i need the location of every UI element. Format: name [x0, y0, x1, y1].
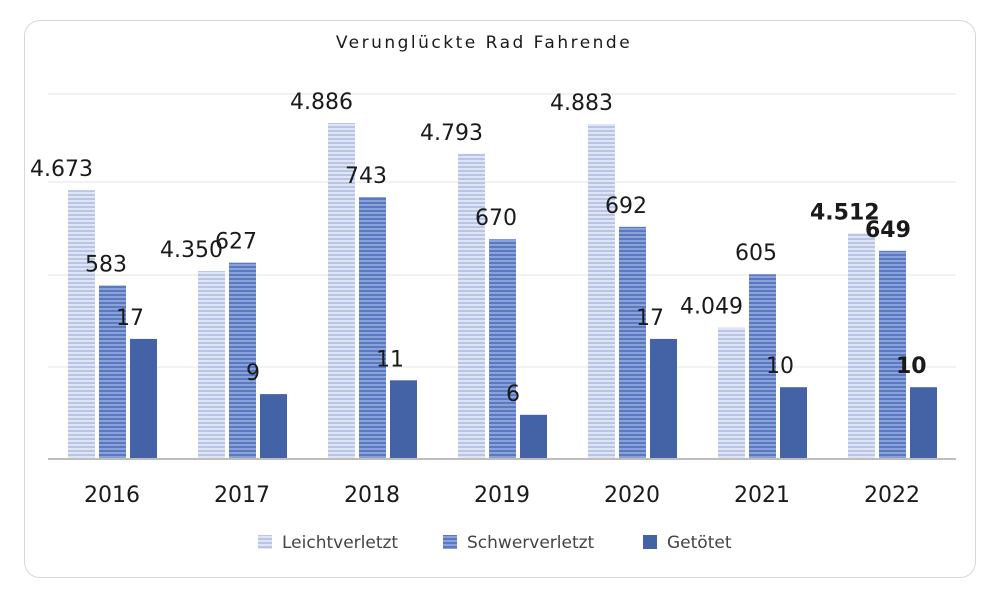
x-tick-2021: 2021	[734, 483, 790, 508]
data-label-schwerverletzt-2018: 743	[345, 164, 387, 189]
bar-leichtverletzt-2016	[68, 190, 95, 459]
bar-getoetet-2016	[130, 338, 157, 459]
x-tick-2016: 2016	[84, 483, 140, 508]
bars	[68, 123, 937, 460]
legend-label-schwerverletzt: Schwerverletzt	[467, 533, 595, 553]
legend-item-leichtverletzt: Leichtverletzt	[258, 533, 398, 553]
bar-schwerverletzt-2021	[749, 274, 776, 459]
legend-item-schwerverletzt: Schwerverletzt	[443, 533, 595, 553]
bar-leichtverletzt-2019	[458, 153, 485, 460]
chart-title: Verunglückte Rad Fahrende	[336, 33, 632, 53]
x-tick-2020: 2020	[604, 483, 660, 508]
legend-item-getoetet: Getötet	[643, 533, 732, 553]
legend-swatch-leichtverletzt	[258, 535, 272, 549]
data-label-getoetet-2017: 9	[246, 361, 260, 386]
bar-getoetet-2022	[910, 387, 937, 459]
legend-swatch-getoetet	[643, 535, 657, 549]
bar-leichtverletzt-2017	[198, 271, 225, 459]
data-label-leichtverletzt-2017: 4.350	[160, 238, 223, 263]
data-label-leichtverletzt-2021: 4.049	[680, 295, 743, 320]
bar-schwerverletzt-2022	[879, 250, 906, 459]
data-label-getoetet-2020: 17	[636, 306, 664, 331]
data-label-leichtverletzt-2016: 4.673	[30, 157, 93, 182]
bar-getoetet-2019	[520, 414, 547, 459]
data-label-leichtverletzt-2020: 4.883	[550, 91, 613, 116]
x-tick-labels: 2016 2017 2018 2019 2020 2021 2022	[84, 483, 920, 508]
bar-leichtverletzt-2022	[848, 233, 875, 459]
x-tick-2022: 2022	[864, 483, 920, 508]
legend-swatch-schwerverletzt	[443, 535, 457, 549]
data-label-getoetet-2016: 17	[116, 306, 144, 331]
x-tick-2019: 2019	[474, 483, 530, 508]
bar-schwerverletzt-2018	[359, 197, 386, 459]
data-label-leichtverletzt-2019: 4.793	[420, 121, 483, 146]
legend-label-getoetet: Getötet	[667, 533, 732, 553]
data-label-leichtverletzt-2022: 4.512	[810, 200, 880, 225]
data-label-schwerverletzt-2019: 670	[475, 206, 517, 231]
data-label-schwerverletzt-2020: 692	[605, 194, 647, 219]
bar-schwerverletzt-2017	[229, 262, 256, 459]
data-label-getoetet-2018: 11	[376, 347, 404, 372]
data-label-getoetet-2022: 10	[896, 354, 927, 379]
x-tick-2017: 2017	[214, 483, 270, 508]
bar-schwerverletzt-2020	[619, 226, 646, 459]
data-label-getoetet-2021: 10	[766, 354, 794, 379]
bar-leichtverletzt-2018	[328, 123, 355, 459]
bar-schwerverletzt-2019	[489, 239, 516, 459]
bar-leichtverletzt-2020	[588, 124, 615, 460]
legend: Leichtverletzt Schwerverletzt Getötet	[258, 533, 732, 553]
bar-getoetet-2020	[650, 338, 677, 459]
data-label-schwerverletzt-2021: 605	[735, 241, 777, 266]
data-label-schwerverletzt-2022: 649	[865, 218, 911, 243]
data-label-schwerverletzt-2017: 627	[215, 230, 257, 255]
data-label-schwerverletzt-2016: 583	[85, 253, 127, 278]
legend-label-leichtverletzt: Leichtverletzt	[282, 533, 398, 553]
x-tick-2018: 2018	[344, 483, 400, 508]
bar-schwerverletzt-2016	[99, 285, 126, 459]
bar-leichtverletzt-2021	[718, 327, 745, 459]
data-label-getoetet-2019: 6	[506, 382, 520, 407]
bar-getoetet-2017	[260, 394, 287, 459]
bar-getoetet-2018	[390, 380, 417, 459]
bar-getoetet-2021	[780, 387, 807, 459]
data-label-leichtverletzt-2018: 4.886	[290, 90, 353, 115]
